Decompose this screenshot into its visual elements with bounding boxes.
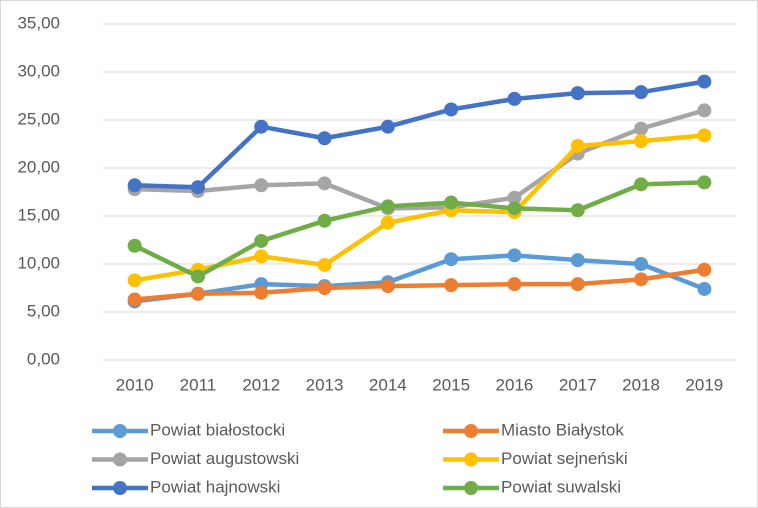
legend-marker	[113, 481, 127, 495]
series-line	[134, 108, 705, 211]
series-point	[634, 257, 649, 271]
series-point	[634, 85, 649, 100]
series-point	[444, 252, 459, 267]
series-point	[380, 215, 395, 230]
series-point	[570, 138, 585, 153]
series-point	[317, 176, 332, 191]
series-point	[190, 269, 205, 284]
legend-marker	[113, 424, 127, 438]
y-tick-label: 5,00	[27, 301, 60, 320]
y-tick-label: 35,00	[17, 13, 60, 32]
series-point	[507, 190, 522, 205]
series-point	[317, 281, 332, 295]
series-line	[134, 79, 705, 190]
series-point	[127, 273, 142, 288]
series-point	[444, 102, 459, 117]
series-point	[507, 91, 522, 106]
y-tick-label: 25,00	[17, 109, 60, 128]
legend-label: Powiat hajnowski	[150, 477, 280, 496]
legend-label: Powiat białostocki	[150, 420, 285, 439]
legend-label: Powiat suwalski	[501, 477, 621, 496]
legend-label: Powiat augustowski	[150, 449, 299, 468]
series-point	[254, 249, 269, 264]
series-point	[190, 180, 205, 195]
series-point	[697, 262, 712, 277]
series-point	[507, 248, 522, 263]
x-tick-label: 2015	[432, 375, 470, 394]
y-tick-label: 30,00	[17, 61, 60, 80]
series-point	[317, 257, 332, 272]
series-line	[133, 180, 705, 279]
x-tick-label: 2016	[496, 375, 534, 394]
series-point	[317, 213, 332, 228]
series-point	[697, 103, 712, 118]
x-tick-label: 2014	[369, 375, 407, 394]
series-point	[697, 281, 712, 296]
series-point	[254, 285, 269, 300]
series-point	[507, 277, 522, 292]
y-tick-label: 15,00	[17, 205, 60, 224]
series-point	[317, 131, 332, 146]
series-point	[380, 119, 395, 134]
x-tick-label: 2010	[116, 375, 154, 394]
series-point	[507, 201, 522, 216]
x-tick-label: 2013	[306, 375, 344, 394]
series-point	[380, 279, 395, 294]
legend-marker	[464, 481, 478, 495]
series-point	[634, 121, 649, 136]
series-point	[127, 178, 142, 193]
legend-label: Miasto Białystok	[501, 420, 624, 439]
x-tick-label: 2012	[242, 375, 280, 394]
series-point	[570, 203, 585, 218]
series-point	[697, 175, 712, 190]
legend-label: Powiat sejneński	[501, 449, 628, 468]
series-point	[570, 86, 585, 101]
y-tick-label: 0,00	[27, 349, 60, 368]
series-point	[697, 128, 712, 143]
series-point	[190, 286, 205, 301]
legend-marker	[464, 452, 478, 467]
series-point	[254, 119, 269, 134]
x-tick-label: 2019	[685, 375, 723, 394]
series-point	[570, 277, 585, 292]
series-point	[634, 134, 649, 149]
legend-marker	[464, 424, 478, 438]
series-point	[444, 278, 459, 293]
series-point	[570, 253, 585, 268]
legend-marker	[113, 452, 127, 467]
series-point	[634, 177, 649, 192]
series-point	[697, 74, 712, 89]
series-line	[134, 267, 705, 302]
x-tick-label: 2017	[559, 375, 597, 394]
series-line	[134, 133, 705, 283]
y-tick-label: 20,00	[17, 157, 60, 176]
series-point	[254, 178, 269, 193]
series-line	[134, 253, 706, 304]
series-point	[127, 238, 142, 253]
y-tick-label: 10,00	[17, 253, 60, 272]
series-point	[380, 199, 395, 214]
series-point	[127, 292, 142, 307]
series-point	[254, 233, 269, 248]
x-tick-label: 2018	[622, 375, 660, 394]
series-point	[444, 195, 459, 210]
x-tick-label: 2011	[180, 375, 217, 394]
series-point	[634, 272, 649, 287]
